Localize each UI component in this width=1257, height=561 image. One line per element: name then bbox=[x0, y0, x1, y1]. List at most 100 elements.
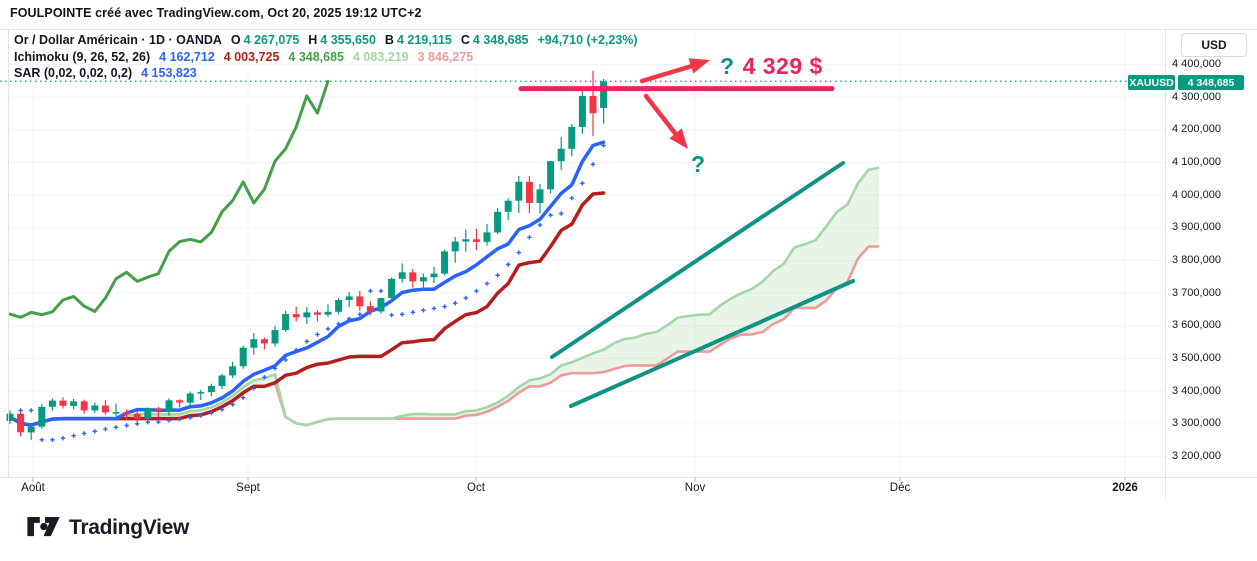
price-tick-label: 4 300,000 bbox=[1172, 90, 1221, 103]
candle-body bbox=[377, 298, 385, 312]
candle-body bbox=[536, 189, 544, 203]
candle-body bbox=[419, 277, 427, 282]
candle-body bbox=[525, 181, 533, 203]
candle-body bbox=[207, 385, 215, 393]
chikou-span-line bbox=[8, 79, 330, 319]
candle-body bbox=[557, 148, 565, 162]
ichimoku-label: Ichimoku (9, 26, 52, 26) bbox=[14, 49, 151, 64]
candle-body bbox=[144, 408, 152, 419]
candle-body bbox=[472, 239, 480, 242]
candle-body bbox=[229, 366, 237, 376]
candle-body bbox=[186, 393, 194, 403]
sar-dots bbox=[18, 143, 606, 442]
candle-body bbox=[324, 311, 332, 315]
candle-body bbox=[154, 408, 162, 412]
candle-body bbox=[48, 400, 56, 407]
currency-toggle-button[interactable]: USD bbox=[1181, 33, 1247, 57]
candle-body bbox=[197, 392, 205, 394]
candle-body bbox=[462, 239, 470, 242]
price-tick-label: 3 300,000 bbox=[1172, 417, 1221, 430]
time-axis-label: Sept bbox=[236, 482, 260, 494]
candle-body bbox=[218, 375, 226, 386]
price-tick-label: 3 900,000 bbox=[1172, 221, 1221, 234]
candle-body bbox=[430, 273, 438, 278]
price-tick-label: 4 400,000 bbox=[1172, 58, 1221, 70]
price-tick-label: 3 500,000 bbox=[1172, 352, 1221, 364]
candle-body bbox=[17, 413, 25, 433]
tradingview-logo[interactable]: TradingView bbox=[27, 516, 189, 540]
candle-body bbox=[345, 296, 353, 300]
symbol-price-flag: XAUUSD bbox=[1128, 75, 1175, 90]
candle-body bbox=[303, 312, 311, 318]
symbol-title: Or / Dollar Américain · 1D · OANDA bbox=[14, 33, 222, 47]
candle-body bbox=[398, 272, 406, 279]
ichimoku-chikou-value: 4 348,685 bbox=[288, 49, 344, 64]
candle-body bbox=[59, 400, 67, 406]
price-tick-label: 4 100,000 bbox=[1172, 156, 1221, 168]
candle-body bbox=[6, 413, 14, 421]
ichimoku-senkou-b-value: 3 846,275 bbox=[417, 49, 474, 64]
candle-body bbox=[123, 412, 131, 415]
candle-body bbox=[547, 161, 555, 190]
question-mark-up: ? bbox=[720, 53, 735, 79]
candle-body bbox=[70, 401, 78, 406]
price-tick-label: 3 200,000 bbox=[1172, 450, 1221, 462]
tradingview-logo-icon bbox=[27, 517, 60, 537]
candle-body bbox=[239, 347, 247, 367]
candle-body bbox=[451, 241, 459, 252]
candle-body bbox=[494, 211, 502, 233]
candle-body bbox=[271, 330, 279, 344]
candle-body bbox=[250, 339, 258, 348]
time-axis-label: Oct bbox=[467, 482, 485, 494]
question-mark-down[interactable]: ? bbox=[691, 151, 706, 177]
arrow-up-head[interactable] bbox=[688, 58, 711, 74]
candle-body bbox=[388, 278, 396, 299]
change-value: +94,710 (+2,23%) bbox=[537, 33, 638, 47]
candle-body bbox=[91, 405, 99, 411]
candle-body bbox=[27, 426, 35, 433]
candle-body bbox=[409, 272, 417, 282]
time-axis-label: Déc bbox=[889, 482, 911, 494]
trendline-upper[interactable] bbox=[550, 161, 845, 359]
candle-body bbox=[282, 314, 290, 331]
price-tick-label: 4 200,000 bbox=[1172, 123, 1221, 136]
price-target-annotation[interactable]: ? 4 329 $ bbox=[720, 53, 823, 80]
candle-body bbox=[112, 412, 120, 414]
candle-body bbox=[292, 314, 300, 318]
price-tick-label: 3 400,000 bbox=[1172, 384, 1221, 397]
legend-ichimoku-row[interactable]: Ichimoku (9, 26, 52, 26) 4 162,712 4 003… bbox=[14, 50, 638, 66]
candle-body bbox=[313, 312, 321, 315]
candle-body bbox=[483, 232, 491, 242]
candle-body bbox=[515, 181, 523, 201]
candle-body bbox=[600, 81, 608, 108]
candle-body bbox=[504, 200, 512, 212]
tenkan-sen-line bbox=[8, 140, 606, 427]
ichimoku-kijun-value: 4 003,725 bbox=[223, 49, 280, 64]
candlestick-series[interactable] bbox=[6, 71, 608, 440]
time-axis-label: 2026 bbox=[1112, 482, 1138, 494]
price-tick-label: 3 700,000 bbox=[1172, 286, 1221, 299]
ichimoku-tenkan-value: 4 162,712 bbox=[159, 49, 215, 64]
candle-body bbox=[176, 400, 184, 403]
senkou-a-line bbox=[9, 166, 880, 427]
candle-body bbox=[356, 296, 364, 307]
ichimoku-senkou-a-value: 4 083,219 bbox=[353, 49, 409, 64]
target-price-text: 4 329 $ bbox=[742, 53, 823, 79]
candle-body bbox=[101, 405, 109, 413]
candle-body bbox=[568, 126, 576, 149]
arrow-down-shaft[interactable] bbox=[643, 93, 681, 140]
trendline-lower[interactable] bbox=[569, 279, 855, 408]
arrow-down-head[interactable] bbox=[669, 128, 688, 149]
arrow-up-shaft[interactable] bbox=[639, 63, 695, 84]
candle-body bbox=[441, 251, 449, 274]
legend-sar-row[interactable]: SAR (0,02, 0,02, 0,2) 4 153,823 bbox=[14, 66, 638, 82]
price-tick-label: 3 600,000 bbox=[1172, 319, 1221, 332]
